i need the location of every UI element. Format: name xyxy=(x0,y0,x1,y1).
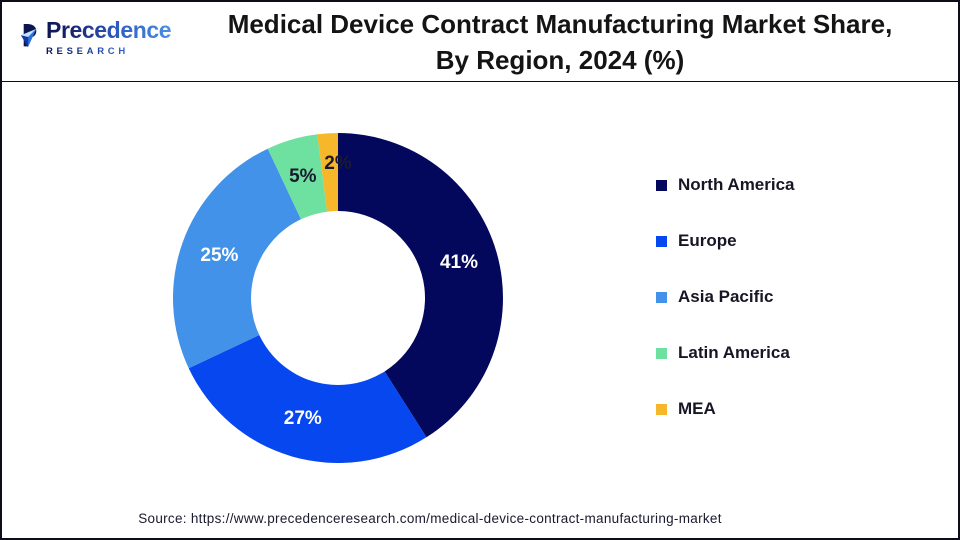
svg-text:2%: 2% xyxy=(324,153,352,174)
svg-text:5%: 5% xyxy=(289,166,317,187)
svg-text:27%: 27% xyxy=(284,408,322,429)
svg-text:25%: 25% xyxy=(200,245,238,266)
svg-text:41%: 41% xyxy=(440,252,478,273)
